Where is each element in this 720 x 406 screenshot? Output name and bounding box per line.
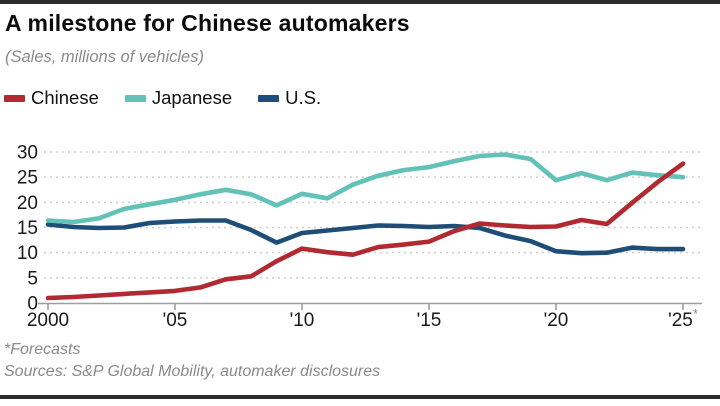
us-series-swatch <box>258 94 280 102</box>
x-tick-label-2000: 2000 <box>27 310 69 331</box>
legend-item-japanese: Japanese <box>124 87 233 109</box>
x-tick-label-2010: '10 <box>290 310 315 331</box>
legend-item-us: U.S. <box>258 87 321 109</box>
chart-title: A milestone for Chinese automakers <box>5 10 410 36</box>
y-tick-label-20: 20 <box>17 193 38 214</box>
sources-line: Sources: S&P Global Mobility, automaker … <box>4 363 381 380</box>
y-tick-label-25: 25 <box>17 168 38 189</box>
legend-label-us: U.S. <box>285 87 322 108</box>
japanese-series-swatch <box>124 94 146 102</box>
chinese-series-swatch <box>4 94 25 102</box>
bottom-rule <box>0 395 720 399</box>
series-line-japanese <box>45 152 686 225</box>
series-line-us <box>45 218 686 256</box>
x-tick-label-2005: '05 <box>163 310 188 331</box>
chart-subtitle: (Sales, millions of vehicles) <box>5 48 204 66</box>
legend-item-chinese: Chinese <box>4 87 99 109</box>
x-tick-label-2015: '15 <box>417 310 442 331</box>
legend: Chinese Japanese U.S. <box>4 87 321 109</box>
forecast-footnote: *Forecasts <box>4 341 81 358</box>
legend-label-japanese: Japanese <box>151 87 233 108</box>
legend-label-chinese: Chinese <box>31 87 99 108</box>
top-rule <box>0 0 720 4</box>
x-tick-label-2025: '25* <box>668 306 698 331</box>
series-line-chinese <box>45 161 686 301</box>
y-tick-label-10: 10 <box>17 243 38 264</box>
y-tick-label-5: 5 <box>27 268 38 289</box>
y-tick-label-0: 0 <box>27 294 38 315</box>
y-tick-label-30: 30 <box>17 143 38 164</box>
y-tick-label-15: 15 <box>17 218 38 239</box>
x-tick-label-2020: '20 <box>544 310 569 331</box>
